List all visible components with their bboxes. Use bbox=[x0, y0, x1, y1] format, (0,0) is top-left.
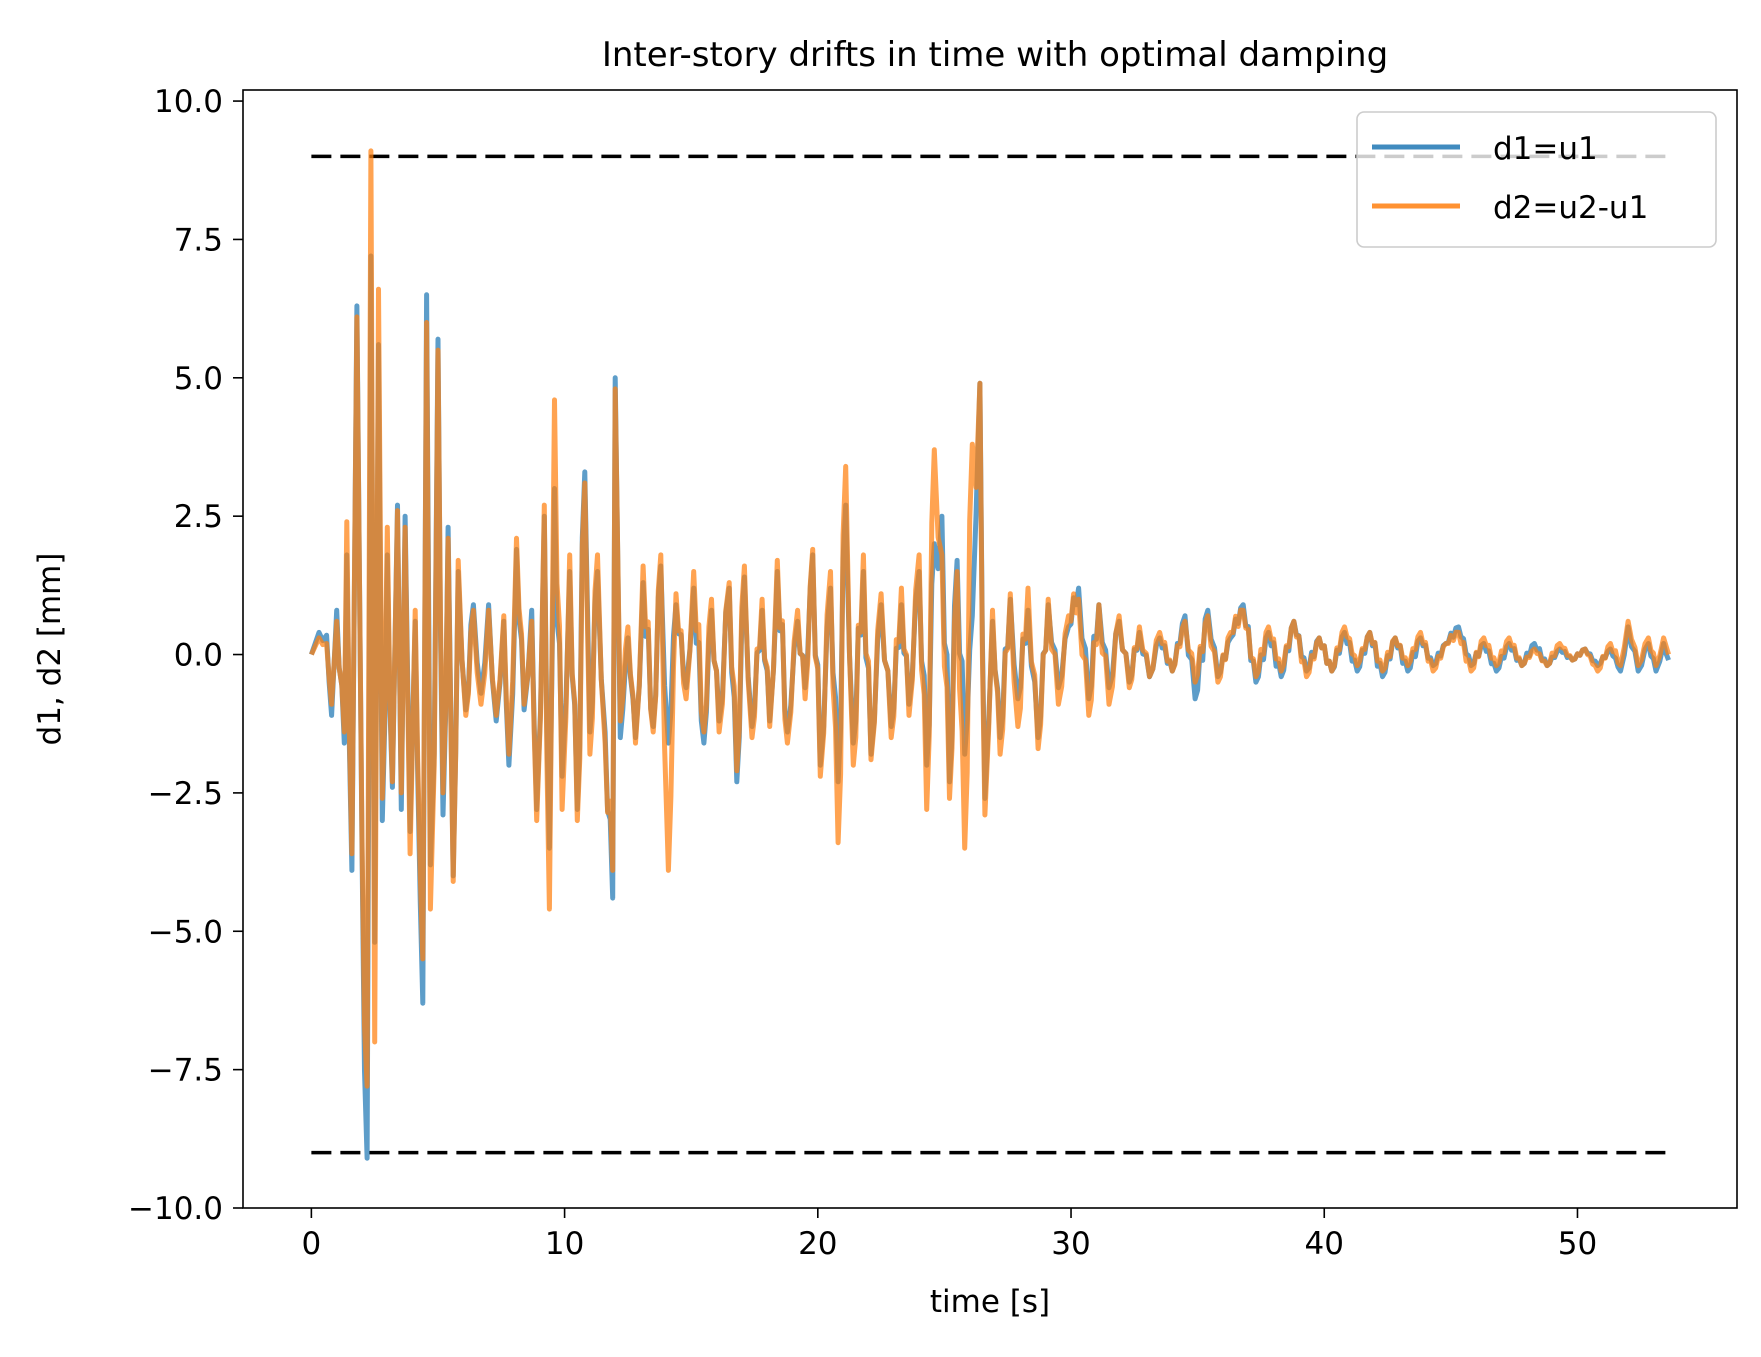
y-tick-label: 2.5 bbox=[174, 499, 223, 535]
x-tick-label: 20 bbox=[798, 1226, 837, 1262]
x-tick-label: 10 bbox=[545, 1226, 584, 1262]
y-tick-label: 7.5 bbox=[174, 222, 223, 258]
x-axis: 0 10 20 30 40 50 bbox=[302, 1208, 1597, 1262]
plot-frame bbox=[242, 89, 1738, 1209]
y-tick-label: −5.0 bbox=[148, 914, 223, 950]
y-tick-label: 5.0 bbox=[174, 361, 223, 397]
x-tick-label: 40 bbox=[1305, 1226, 1344, 1262]
y-tick-label: −2.5 bbox=[148, 776, 223, 812]
y-axis-label: d1, d2 [mm] bbox=[32, 553, 68, 746]
legend-label-d1: d1=u1 bbox=[1493, 131, 1598, 167]
legend-label-d2: d2=u2-u1 bbox=[1493, 190, 1648, 226]
series-line-d2 bbox=[309, 148, 1671, 1089]
y-tick-label: 0.0 bbox=[174, 638, 223, 674]
y-tick-label: 10.0 bbox=[154, 84, 223, 120]
series-layer bbox=[309, 148, 1671, 1161]
x-tick-label: 30 bbox=[1051, 1226, 1090, 1262]
legend: d1=u1 d2=u2-u1 bbox=[1356, 111, 1717, 248]
chart-title: Inter-story drifts in time with optimal … bbox=[602, 35, 1388, 75]
x-axis-label: time [s] bbox=[930, 1284, 1050, 1320]
y-tick-label: −7.5 bbox=[148, 1053, 223, 1089]
plot-area bbox=[242, 89, 1738, 1209]
y-tick-label: −10.0 bbox=[128, 1191, 223, 1227]
x-tick-label: 0 bbox=[302, 1226, 322, 1262]
y-axis: 10.0 7.5 5.0 2.5 0.0 −2.5 −5.0 −7.5 −10.0 bbox=[128, 84, 243, 1227]
x-tick-label: 50 bbox=[1558, 1226, 1597, 1262]
